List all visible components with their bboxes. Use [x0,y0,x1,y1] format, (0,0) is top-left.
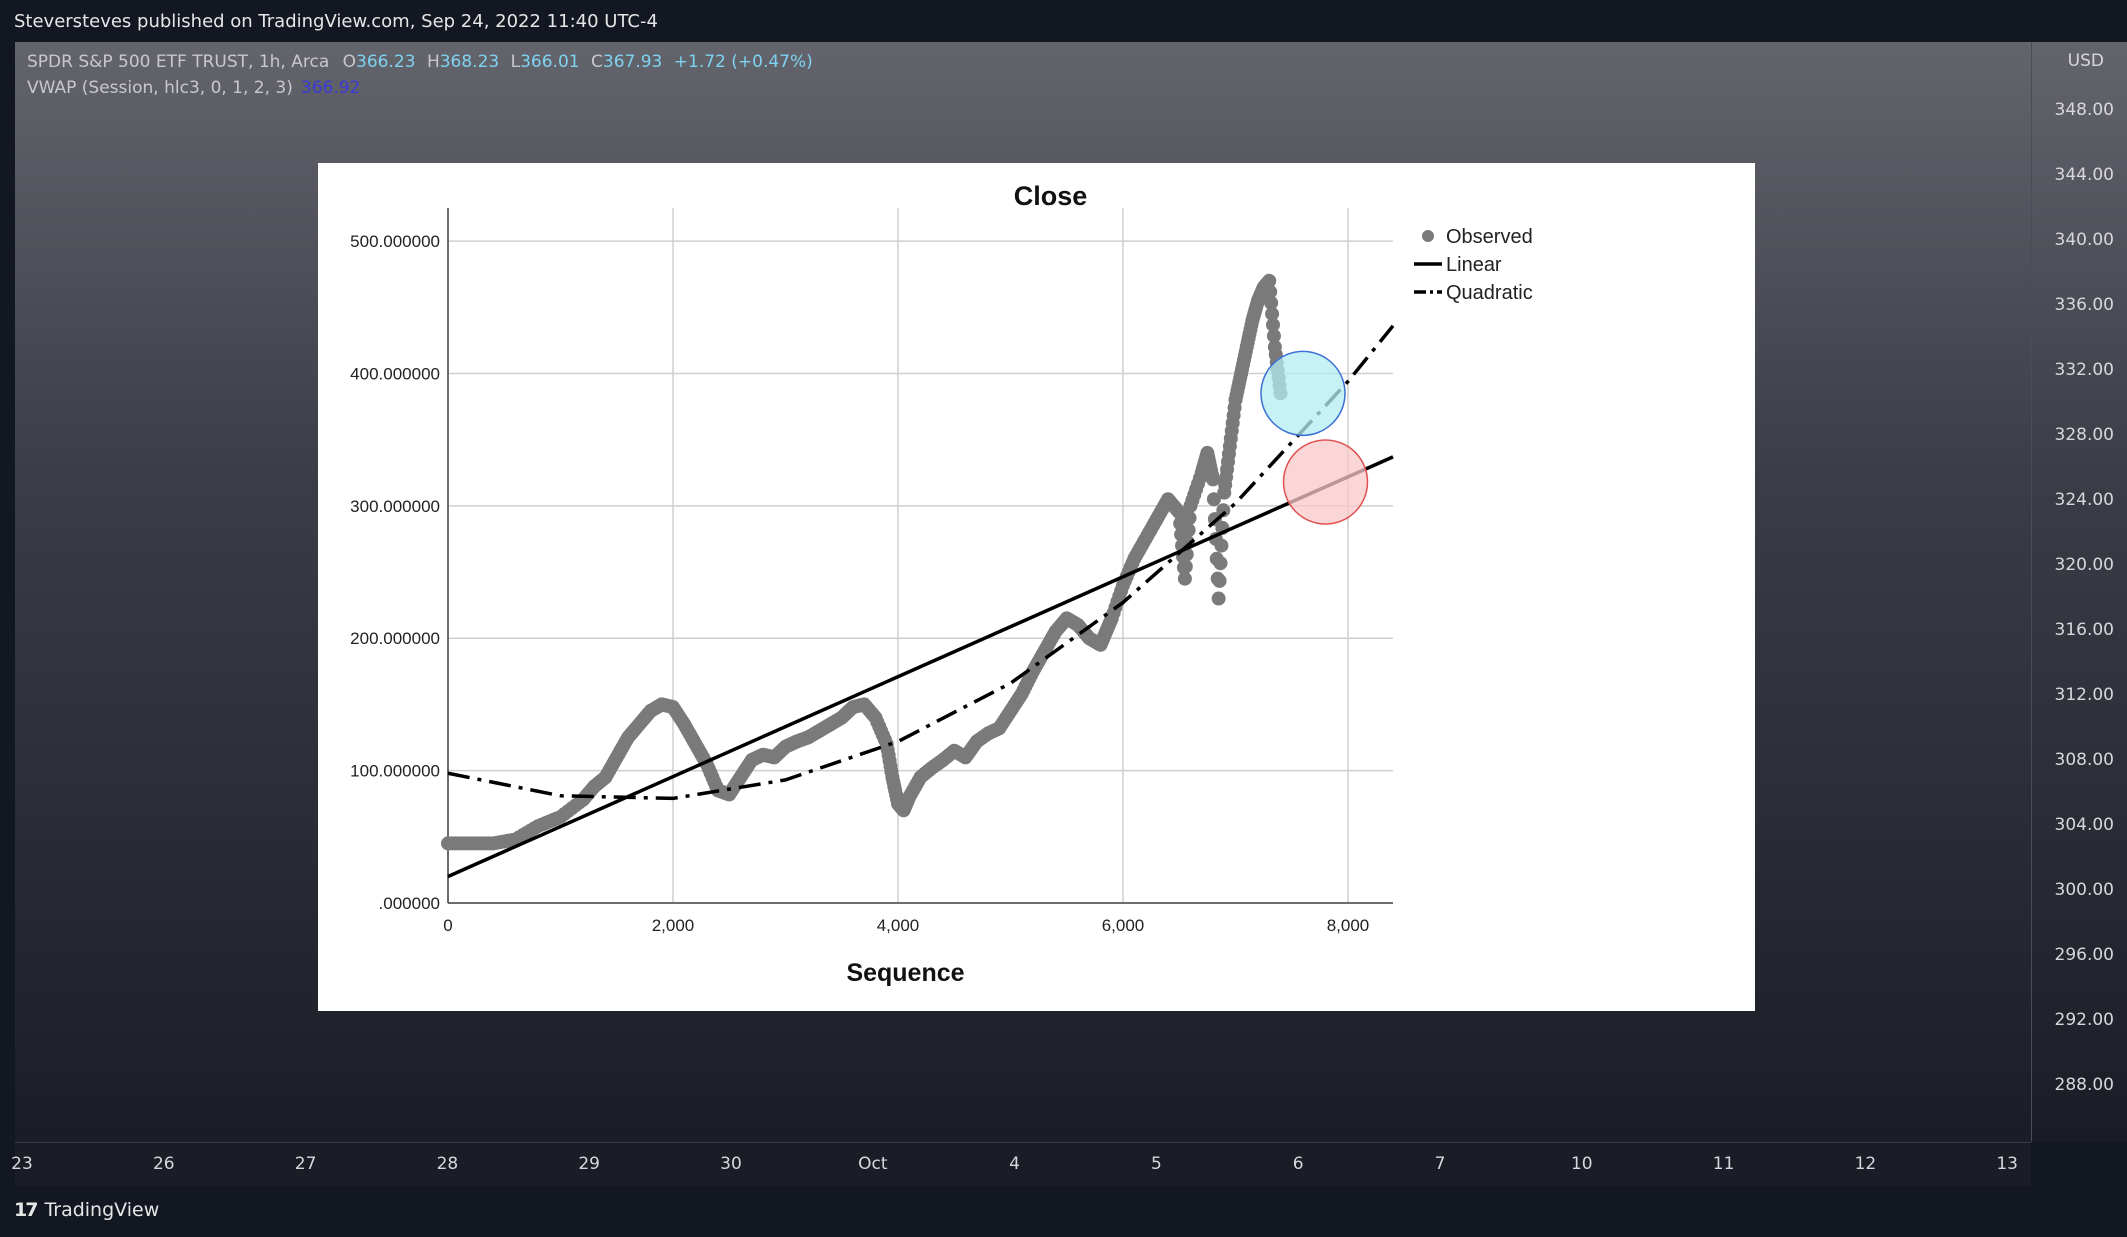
currency-label[interactable]: USD [2067,51,2104,71]
time-axis-label: 4 [1009,1154,1021,1174]
observed-point [1266,317,1280,332]
x-tick-label: 8,000 [1327,916,1370,935]
x-axis-title: Sequence [846,959,964,987]
blue-highlight-circle [1260,350,1346,437]
y-tick-label: 200.000000 [350,629,440,648]
close-label: C [591,52,603,72]
time-axis-label: 12 [1854,1154,1877,1174]
time-axis-label: 27 [294,1154,317,1174]
observed-point [1211,591,1226,606]
price-axis-label: 304.00 [2054,815,2114,835]
y-tick-label: 500.000000 [350,232,440,251]
time-axis-label: 6 [1292,1154,1304,1174]
observed-point [1206,492,1221,507]
top-bar: Steversteves published on TradingView.co… [0,0,2127,42]
x-tick-label: 6,000 [1102,916,1145,935]
pasted-chart-image: .000000 100.000000 200.000000 300.000000 400… [318,163,1755,1011]
low-value: 366.01 [520,52,580,72]
price-axis[interactable]: USD 348.00 344.00 340.00 336.00 332.00 328.00… [2031,42,2127,1142]
close-value: 367.93 [602,52,663,72]
published-by-text[interactable]: Steversteves published on TradingView.co… [14,11,658,32]
price-axis-label: 312.00 [2054,685,2114,705]
price-axis-label: 296.00 [2054,945,2114,965]
brand-name: TradingView [44,1199,160,1221]
open-value: 366.23 [356,52,416,72]
observed-point [1263,284,1278,299]
observed-point [1206,472,1220,487]
observed-point [1214,538,1229,553]
change-value: +1.72 (+0.47%) [673,52,813,72]
observed-point [1177,571,1192,586]
observed-point [1265,306,1280,321]
y-tick-label: 100.000000 [350,762,440,781]
time-axis-label: 10 [1570,1154,1593,1174]
price-axis-label: 324.00 [2054,490,2114,510]
time-axis-label: 11 [1712,1154,1735,1174]
observed-point [1181,523,1196,538]
price-axis-label: 300.00 [2054,880,2114,900]
observed-point [1216,503,1231,518]
price-axis-label: 320.00 [2054,555,2114,575]
observed-point [1172,505,1187,520]
regression-plot: .000000 100.000000 200.000000 300.000000 400… [350,181,1533,987]
legend-quadratic-label: Quadratic [1446,282,1533,304]
observed-point [1266,328,1281,343]
time-axis-label: Oct [858,1154,888,1174]
price-axis-label: 332.00 [2054,360,2114,380]
observed-point [1264,295,1279,310]
symbol-name[interactable]: SPDR S&P 500 ETF TRUST, 1h, Arca [27,52,330,72]
time-axis-label: 28 [436,1154,459,1174]
open-label: O [342,52,357,72]
observed-point [1262,273,1277,288]
time-axis-label: 13 [1996,1154,2019,1174]
time-axis-label: 30 [720,1154,742,1174]
high-value: 368.23 [439,52,500,72]
time-axis-label: 7 [1434,1154,1446,1174]
price-axis-label: 288.00 [2054,1075,2114,1095]
vwap-legend[interactable]: VWAP (Session, hlc3, 0, 1, 2, 3) 366.92 [27,78,360,98]
quadratic-fit-line [447,324,1395,801]
chart-title: Close [1014,181,1088,211]
x-tick-label: 4,000 [877,916,920,935]
observed-point [1178,559,1193,574]
vwap-label[interactable]: VWAP (Session, hlc3, 0, 1, 2, 3) [27,78,293,98]
y-tick-label: .000000 [379,894,440,913]
price-axis-label: 348.00 [2054,100,2114,120]
observed-point [1182,510,1197,525]
time-axis-label: 5 [1150,1154,1162,1174]
linear-fit-line [447,455,1394,879]
legend-observed-marker [1422,230,1434,242]
tradingview-brand[interactable]: 17 TradingView [14,1199,159,1221]
price-axis-label: 344.00 [2054,165,2114,185]
vwap-value: 366.92 [300,78,361,98]
low-label: L [510,52,521,72]
price-axis-label: 316.00 [2054,620,2114,640]
footer-bar: 17 TradingView [0,1186,2127,1237]
red-highlight-circle [1282,439,1369,525]
symbol-legend[interactable]: SPDR S&P 500 ETF TRUST, 1h, Arca O366.23… [27,52,813,72]
price-axis-label: 308.00 [2054,750,2114,770]
legend-linear-label: Linear [1446,254,1502,276]
time-axis-label: 26 [152,1154,175,1174]
observed-point [1212,573,1227,588]
tradingview-logo-icon: 17 [14,1199,38,1221]
legend-observed-label: Observed [1446,226,1533,248]
time-axis[interactable]: 23 26 27 28 29 30 Oct 4 5 6 7 10 11 12 13 [11,1142,2031,1187]
y-tick-label: 400.000000 [350,364,440,383]
y-tick-label: 300.000000 [350,497,440,516]
x-tick-label: 2,000 [652,916,695,935]
high-label: H [426,52,440,72]
x-tick-label: 0 [443,916,452,935]
price-axis-label: 328.00 [2054,425,2114,445]
price-axis-label: 340.00 [2054,230,2114,250]
time-axis-label: 29 [578,1154,601,1174]
time-axis-label: 23 [11,1154,33,1174]
observed-point [1213,556,1228,571]
price-axis-label: 336.00 [2054,295,2114,315]
price-axis-label: 292.00 [2054,1010,2114,1030]
